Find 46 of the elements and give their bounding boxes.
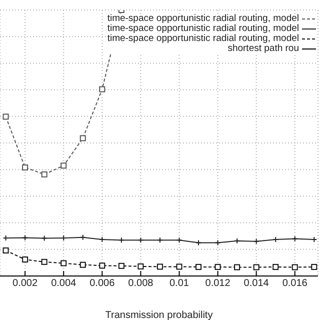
point: [118, 237, 124, 244]
point: [41, 258, 48, 265]
point: [118, 262, 124, 269]
point: [138, 263, 144, 270]
point: [99, 86, 106, 92]
x-tick-label: 0.012: [205, 278, 231, 290]
x-tick-label: 0.002: [12, 278, 38, 290]
point: [2, 247, 9, 254]
point: [2, 114, 9, 120]
point: [176, 264, 182, 270]
point: [196, 264, 202, 270]
point: [22, 164, 28, 170]
point: [41, 235, 48, 242]
point: [41, 171, 48, 178]
x-tick-label: 0.008: [128, 278, 154, 290]
x-tick-label: 0.004: [51, 278, 77, 290]
point: [311, 264, 318, 270]
point: [272, 264, 279, 270]
legend-label: shortest path rou: [228, 43, 299, 54]
point: [292, 236, 298, 242]
point: [292, 264, 298, 270]
point: [214, 264, 221, 270]
legend-label: time-space opportunistic radial routing, model: [107, 13, 299, 24]
point: [22, 234, 28, 241]
point: [80, 234, 86, 240]
x-tick-label: 0.014: [244, 278, 270, 290]
point: [253, 238, 260, 244]
point: [156, 264, 163, 270]
point: [80, 135, 86, 142]
legend-label: time-space opportunistic radial routing, model: [107, 23, 299, 34]
x-tick-label: 0.016: [282, 278, 308, 290]
x-tick-label: 0.01: [170, 278, 190, 290]
point: [138, 237, 144, 244]
x-tick-label: 0.006: [90, 278, 116, 290]
point: [60, 162, 67, 169]
point: [214, 240, 221, 246]
point: [99, 262, 106, 269]
point: [22, 256, 28, 263]
point: [234, 238, 240, 244]
point: [80, 262, 86, 268]
point: [234, 264, 240, 270]
x-axis-title: Transmission probability: [105, 310, 213, 320]
point: [176, 237, 182, 244]
point: [60, 260, 67, 266]
point: [253, 264, 260, 270]
legend-label: time-space opportunistic radial routing, model: [107, 33, 299, 44]
